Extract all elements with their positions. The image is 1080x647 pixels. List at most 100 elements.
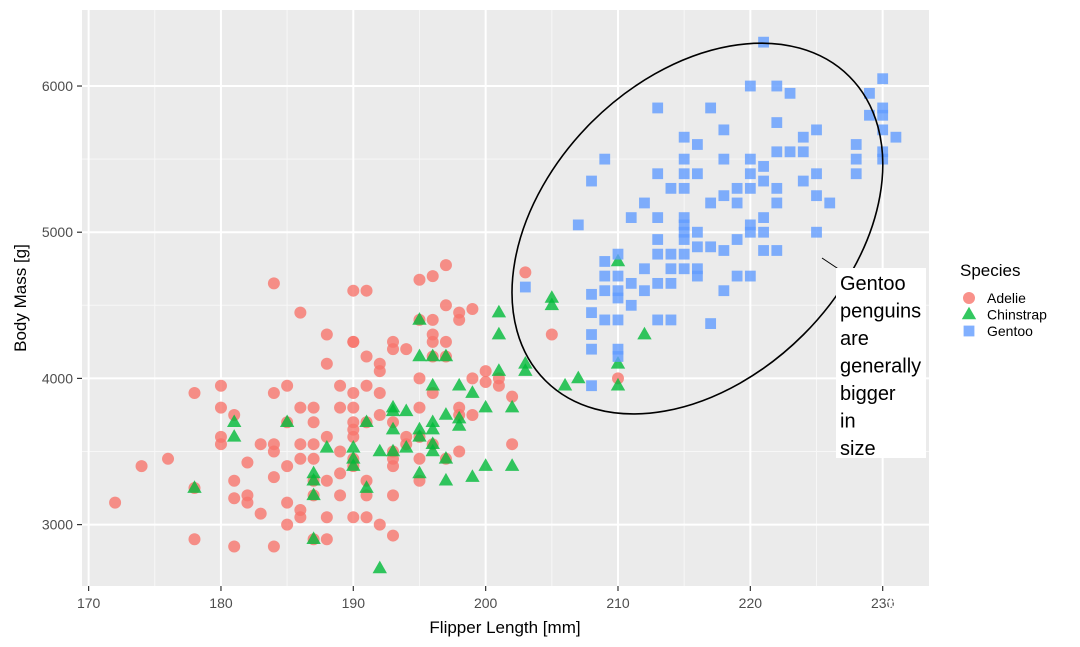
adelie-point bbox=[479, 376, 492, 389]
adelie-point bbox=[281, 460, 294, 473]
adelie-point bbox=[466, 372, 479, 385]
gentoo-point bbox=[599, 153, 611, 165]
gentoo-point bbox=[678, 234, 690, 245]
gentoo-point bbox=[811, 190, 822, 202]
chinstrap-point bbox=[478, 458, 493, 471]
adelie-point bbox=[241, 456, 254, 469]
y-tick-label: 5000 bbox=[42, 224, 73, 240]
annotation-background bbox=[836, 268, 926, 458]
x-tick-label: 230 bbox=[871, 595, 895, 611]
gentoo-point bbox=[599, 256, 611, 267]
adelie-point bbox=[254, 507, 267, 520]
gentoo-point bbox=[599, 285, 611, 297]
gentoo-point bbox=[864, 109, 875, 121]
legend-title: Species bbox=[960, 261, 1020, 280]
gentoo-point bbox=[758, 212, 769, 223]
gentoo-point bbox=[744, 226, 756, 238]
watermark: 知乎 @圆仔 bbox=[884, 590, 1011, 617]
annotation-line: size bbox=[840, 438, 876, 460]
adelie-point bbox=[135, 460, 148, 473]
legend-key-adelie bbox=[963, 292, 975, 304]
legend-label: Adelie bbox=[987, 290, 1026, 306]
y-tick-label: 6000 bbox=[42, 78, 73, 94]
gentoo-point bbox=[771, 197, 783, 209]
gentoo-point bbox=[718, 153, 730, 165]
gentoo-point bbox=[797, 131, 809, 143]
adelie-point bbox=[214, 401, 227, 414]
adelie-point bbox=[214, 438, 227, 451]
chinstrap-point bbox=[412, 348, 427, 362]
gentoo-point bbox=[625, 212, 637, 223]
gentoo-point bbox=[758, 36, 769, 48]
chinstrap-point bbox=[465, 469, 480, 482]
chinstrap-point bbox=[425, 436, 440, 449]
adelie-point bbox=[320, 474, 333, 487]
legend-label: Gentoo bbox=[987, 323, 1033, 339]
chinstrap-point bbox=[451, 418, 467, 431]
y-axis-title: Body Mass [g] bbox=[11, 244, 30, 352]
adelie-point bbox=[214, 379, 227, 392]
chinstrap-point bbox=[346, 458, 361, 471]
adelie-point bbox=[453, 445, 466, 458]
adelie-point bbox=[373, 408, 386, 421]
gentoo-point bbox=[691, 270, 703, 282]
adelie-point bbox=[228, 474, 241, 487]
chinstrap-point bbox=[372, 443, 387, 457]
x-axis: 170 180 190 200 210 220 230 bbox=[77, 586, 895, 611]
adelie-point bbox=[228, 540, 241, 553]
gentoo-point bbox=[771, 80, 783, 92]
gentoo-point bbox=[678, 212, 690, 223]
chinstrap-point bbox=[412, 312, 427, 325]
annotation-line: penguins bbox=[840, 301, 921, 323]
adelie-point bbox=[320, 511, 333, 524]
chinstrap-point bbox=[306, 531, 321, 545]
adelie-point bbox=[188, 387, 201, 400]
panel-background bbox=[82, 10, 929, 586]
adelie-point bbox=[387, 460, 400, 473]
adelie-point bbox=[347, 511, 360, 524]
gentoo-point bbox=[718, 285, 730, 297]
gentoo-point bbox=[731, 182, 743, 194]
gentoo-point bbox=[771, 117, 783, 128]
gentoo-point bbox=[586, 343, 597, 355]
legend-key-chinstrap bbox=[961, 306, 977, 320]
chinstrap-point bbox=[438, 348, 454, 362]
gentoo-point bbox=[639, 197, 650, 209]
chinstrap-point bbox=[226, 414, 242, 428]
gentoo-point bbox=[625, 277, 637, 289]
gentoo-point bbox=[758, 245, 769, 256]
chinstrap-point bbox=[425, 377, 440, 391]
gentoo-point bbox=[678, 168, 690, 180]
gentoo-point bbox=[824, 197, 836, 209]
legend-item-gentoo: Gentoo bbox=[963, 323, 1033, 339]
gentoo-ellipse bbox=[511, 42, 884, 415]
gentoo-point bbox=[850, 153, 862, 165]
adelie-point bbox=[188, 533, 201, 546]
gentoo-point bbox=[771, 146, 783, 158]
gentoo-point bbox=[572, 219, 584, 231]
gentoo-point bbox=[678, 219, 690, 231]
adelie-point bbox=[373, 365, 386, 378]
annotation-line: are bbox=[840, 328, 869, 350]
chinstrap-point bbox=[279, 414, 295, 428]
adelie-point bbox=[360, 511, 373, 524]
adelie-point bbox=[492, 379, 505, 392]
x-tick-label: 170 bbox=[77, 595, 101, 611]
adelie-point bbox=[334, 467, 347, 480]
gentoo-point bbox=[612, 314, 624, 326]
gentoo-point bbox=[850, 139, 862, 150]
chinstrap-point bbox=[346, 451, 361, 464]
adelie-point bbox=[506, 390, 519, 403]
series-gentoo bbox=[519, 36, 902, 392]
adelie-point bbox=[294, 511, 307, 524]
gentoo-point bbox=[797, 146, 809, 158]
adelie-point bbox=[267, 471, 280, 484]
adelie-point bbox=[347, 387, 360, 400]
adelie-point bbox=[373, 518, 386, 531]
y-tick-label: 3000 bbox=[42, 517, 73, 533]
adelie-point bbox=[241, 496, 254, 509]
annotation-line: in bbox=[840, 411, 856, 433]
gentoo-point bbox=[744, 153, 756, 165]
gentoo-point bbox=[678, 131, 690, 143]
